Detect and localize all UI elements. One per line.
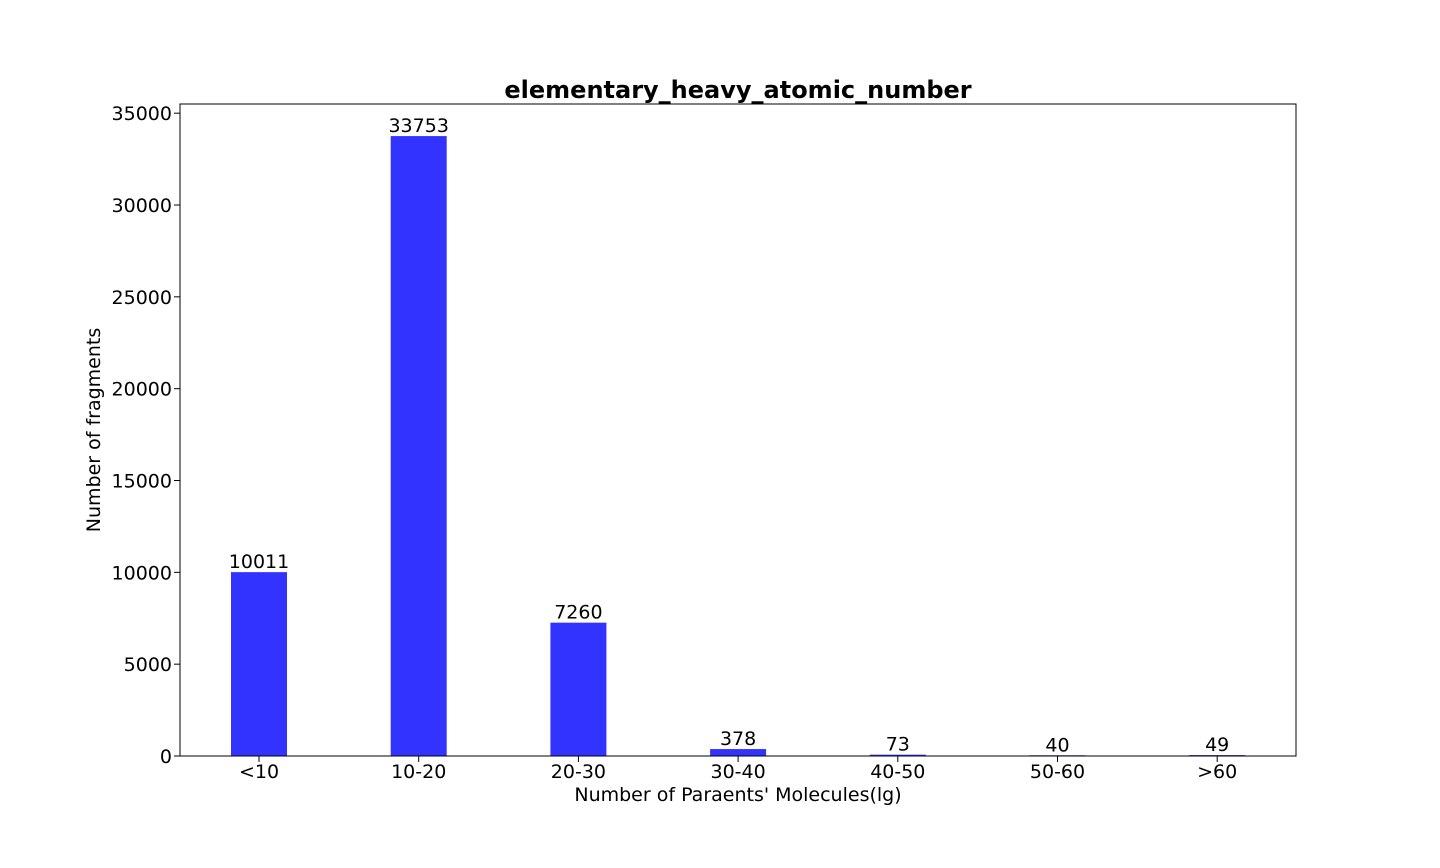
bar-data-label: 33753 [388, 115, 448, 137]
bar-data-label: 73 [886, 734, 910, 756]
y-tick-label: 10000 [112, 562, 172, 584]
x-tick-label: 10-20 [391, 761, 446, 783]
x-tick-label: 30-40 [710, 761, 765, 783]
chart-title: elementary_heavy_atomic_number [504, 76, 971, 104]
bar [550, 622, 607, 756]
data-labels-layer: 10011 33753 7260 378 73 40 49 [229, 115, 1230, 756]
y-tick-label: 15000 [112, 471, 172, 493]
x-tick-label: 40-50 [870, 761, 925, 783]
bar-data-label: 40 [1045, 734, 1069, 756]
y-tick-label: 30000 [112, 195, 172, 217]
bar-data-label: 7260 [554, 602, 602, 624]
x-axis-label: Number of Paraents' Molecules(lg) [574, 784, 901, 806]
y-tick-label: 35000 [112, 103, 172, 125]
bar [390, 136, 447, 756]
plot-area: 10011 33753 7260 378 73 40 49 0 5000 10000 15000 2… [112, 103, 1297, 783]
y-tick-label: 5000 [124, 654, 172, 676]
bar-data-label: 49 [1205, 734, 1229, 756]
y-axis-label: Number of fragments [83, 328, 105, 533]
bars-layer [231, 136, 1246, 756]
y-axis: 0 5000 10000 15000 20000 25000 30000 35000 [112, 103, 180, 768]
y-tick-label: 25000 [112, 287, 172, 309]
bar-data-label: 378 [720, 728, 756, 750]
x-tick-label: 20-30 [551, 761, 606, 783]
bar [710, 749, 767, 756]
x-tick-label: <10 [239, 761, 279, 783]
plot-frame [179, 103, 1297, 757]
x-tick-label: >60 [1197, 761, 1237, 783]
bar [231, 572, 287, 756]
y-tick-label: 20000 [112, 379, 172, 401]
bar [869, 754, 926, 756]
x-tick-label: 50-60 [1030, 761, 1085, 783]
x-axis: <10 10-20 20-30 30-40 40-50 50-60 >60 [239, 756, 1237, 783]
bar-data-label: 10011 [229, 551, 289, 573]
y-tick-label: 0 [160, 746, 172, 768]
